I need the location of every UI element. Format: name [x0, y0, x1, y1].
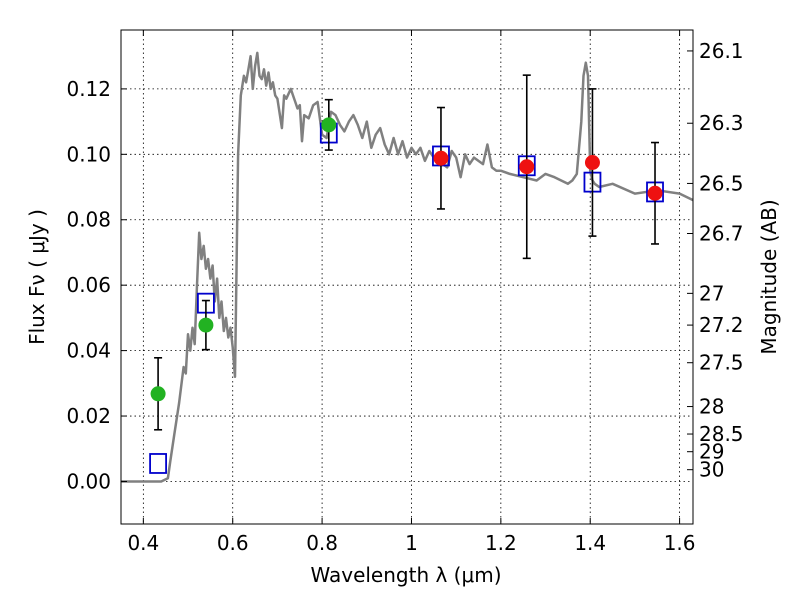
- observed-point: [584, 154, 600, 170]
- model-sed-line: [121, 51, 694, 483]
- plot-frame: [120, 29, 694, 525]
- right-tick-label: 28.5: [699, 422, 744, 446]
- y-axis-title: Flux Fν ( μJy ): [25, 209, 49, 345]
- observed-point: [198, 317, 214, 333]
- x-tick-label: 0.4: [127, 531, 159, 555]
- right-tick-label: 29: [699, 440, 724, 464]
- x-tick-label: 1.2: [485, 531, 517, 555]
- right-tick-label: 27.2: [699, 313, 744, 337]
- right-axis-title: Magnitude (AB): [757, 199, 781, 354]
- right-tick-label: 27.5: [699, 351, 744, 375]
- x-tick-label: 0.6: [217, 531, 249, 555]
- tick-layer: 0.4 0.6 0.8 1 1.2 1.4 1.6 0.00 0.02 0.04 0.06 0.08 0…: [66, 30, 744, 555]
- observed-point: [647, 185, 663, 201]
- observed-point: [433, 150, 449, 166]
- data-layer: [121, 51, 694, 483]
- right-tick-label: 26.3: [699, 111, 744, 135]
- observed-point: [150, 386, 166, 402]
- model-photometry-square: [149, 453, 167, 474]
- x-tick-label: 1.4: [574, 531, 606, 555]
- right-tick-label: 27: [699, 281, 724, 305]
- right-tick-label: 28: [699, 395, 724, 419]
- y-tick-label: 0.06: [66, 273, 111, 297]
- right-tick-label: 30: [699, 458, 724, 482]
- right-tick-label: 26.7: [699, 221, 744, 245]
- y-tick-label: 0.00: [66, 469, 111, 493]
- y-tick-label: 0.10: [66, 142, 111, 166]
- x-tick-label: 1: [405, 531, 418, 555]
- x-axis-title: Wavelength λ (μm): [310, 563, 501, 587]
- observed-point: [321, 117, 337, 133]
- x-tick-label: 0.8: [306, 531, 338, 555]
- right-tick-label: 26.1: [699, 39, 744, 63]
- x-tick-label: 1.6: [664, 531, 696, 555]
- y-tick-label: 0.08: [66, 208, 111, 232]
- observed-point: [519, 159, 535, 175]
- y-tick-label: 0.04: [66, 339, 111, 363]
- y-tick-label: 0.12: [66, 77, 111, 101]
- y-tick-label: 0.02: [66, 404, 111, 428]
- right-tick-label: 26.5: [699, 171, 744, 195]
- grid-layer: [121, 30, 693, 524]
